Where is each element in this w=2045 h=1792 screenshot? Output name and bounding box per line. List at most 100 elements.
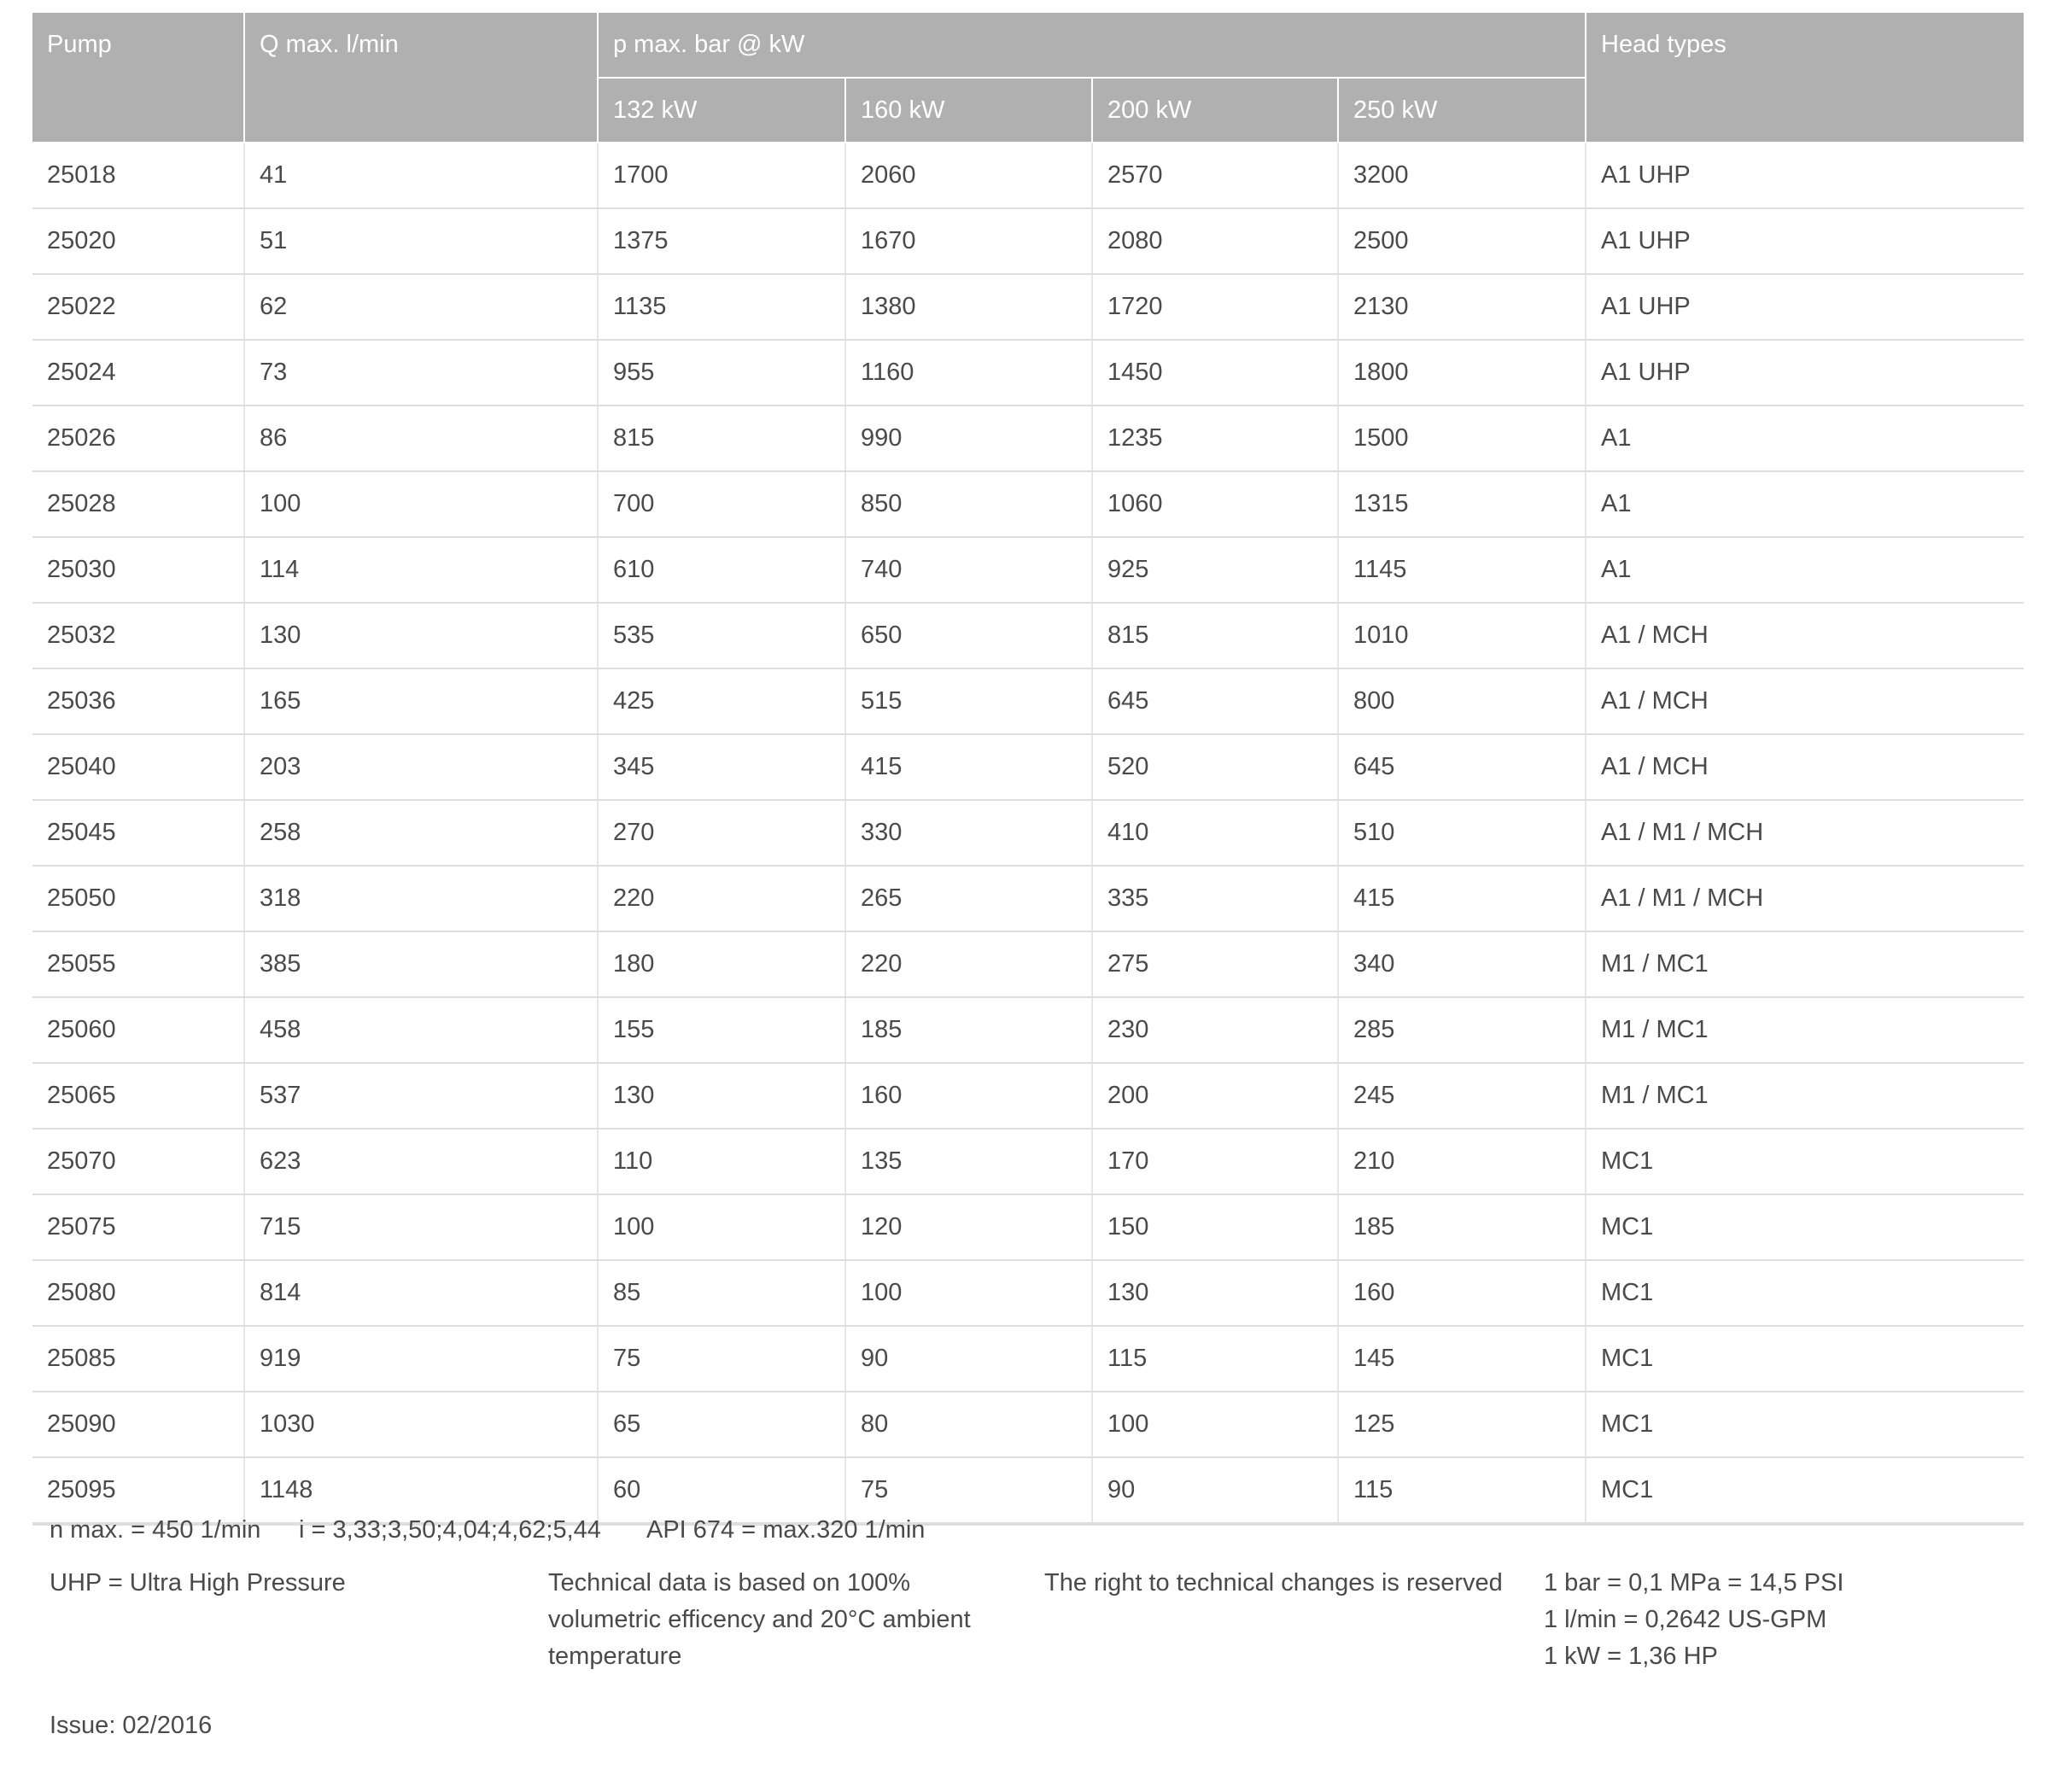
cell-head-types: A1 / MCH — [1585, 668, 2024, 735]
cell-q-max: 51 — [243, 208, 598, 275]
cell-p-250kw: 3200 — [1337, 143, 1586, 209]
pump-data-table: Pump Q max. l/min p max. bar @ kW Head t… — [32, 13, 2024, 1526]
cell-p-200kw: 1450 — [1091, 340, 1338, 406]
cell-q-max: 130 — [243, 603, 598, 669]
cell-p-160kw: 90 — [844, 1326, 1092, 1392]
cell-pump: 25020 — [32, 208, 244, 275]
cell-p-200kw: 815 — [1091, 603, 1338, 669]
footer-n-max: n max. = 450 1/min — [50, 1516, 261, 1544]
cell-head-types: M1 / MC1 — [1585, 997, 2024, 1064]
cell-p-160kw: 160 — [844, 1063, 1092, 1129]
cell-q-max: 165 — [243, 668, 598, 735]
cell-p-250kw: 1010 — [1337, 603, 1586, 669]
cell-p-160kw: 330 — [844, 800, 1092, 867]
cell-p-250kw: 340 — [1337, 931, 1586, 998]
cell-p-250kw: 285 — [1337, 997, 1586, 1064]
table-row: 25070 623 110 135 170 210 MC1 — [32, 1129, 2024, 1195]
cell-p-160kw: 650 — [844, 603, 1092, 669]
cell-q-max: 537 — [243, 1063, 598, 1129]
cell-pump: 25026 — [32, 406, 244, 472]
cell-pump: 25045 — [32, 800, 244, 867]
header-p-max: p max. bar @ kW — [597, 13, 1586, 79]
footer-conversions: 1 bar = 0,1 MPa = 14,5 PSI 1 l/min = 0,2… — [1544, 1565, 1843, 1675]
footer-issue: Issue: 02/2016 — [50, 1712, 213, 1739]
cell-q-max: 100 — [243, 471, 598, 538]
cell-head-types: A1 — [1585, 406, 2024, 472]
cell-q-max: 715 — [243, 1194, 598, 1261]
cell-p-132kw: 535 — [597, 603, 845, 669]
footer-uhp-note: UHP = Ultra High Pressure — [50, 1569, 346, 1596]
cell-p-132kw: 345 — [597, 734, 845, 801]
cell-q-max: 73 — [243, 340, 598, 406]
cell-p-200kw: 1235 — [1091, 406, 1338, 472]
header-q-max: Q max. l/min — [243, 13, 599, 143]
cell-pump: 25065 — [32, 1063, 244, 1129]
cell-p-132kw: 425 — [597, 668, 845, 735]
cell-p-160kw: 80 — [844, 1392, 1092, 1458]
cell-pump: 25060 — [32, 997, 244, 1064]
cell-p-160kw: 1160 — [844, 340, 1092, 406]
header-200kw: 200 kW — [1091, 78, 1339, 143]
technical-data-line: Technical data is based on 100% — [548, 1569, 911, 1596]
cell-p-132kw: 270 — [597, 800, 845, 867]
cell-p-200kw: 200 — [1091, 1063, 1338, 1129]
table-row: 25075 715 100 120 150 185 MC1 — [32, 1194, 2024, 1261]
cell-head-types: A1 / MCH — [1585, 603, 2024, 669]
table-row: 25024 73 955 1160 1450 1800 A1 UHP — [32, 340, 2024, 406]
cell-q-max: 62 — [243, 274, 598, 341]
cell-q-max: 86 — [243, 406, 598, 472]
cell-p-160kw: 740 — [844, 537, 1092, 604]
cell-p-200kw: 170 — [1091, 1129, 1338, 1195]
cell-q-max: 318 — [243, 866, 598, 932]
cell-p-132kw: 65 — [597, 1392, 845, 1458]
cell-p-200kw: 275 — [1091, 931, 1338, 998]
cell-p-250kw: 115 — [1337, 1457, 1586, 1526]
header-160kw: 160 kW — [844, 78, 1093, 143]
cell-p-250kw: 1315 — [1337, 471, 1586, 538]
cell-p-132kw: 75 — [597, 1326, 845, 1392]
table-row: 25030 114 610 740 925 1145 A1 — [32, 537, 2024, 604]
cell-pump: 25022 — [32, 274, 244, 341]
footer-rights: The right to technical changes is reserv… — [1044, 1569, 1503, 1596]
header-head-types: Head types — [1585, 13, 2024, 143]
cell-p-250kw: 2130 — [1337, 274, 1586, 341]
table-row: 25020 51 1375 1670 2080 2500 A1 UHP — [32, 208, 2024, 275]
cell-head-types: A1 UHP — [1585, 274, 2024, 341]
cell-p-200kw: 410 — [1091, 800, 1338, 867]
table-row: 25022 62 1135 1380 1720 2130 A1 UHP — [32, 274, 2024, 341]
cell-pump: 25024 — [32, 340, 244, 406]
cell-p-160kw: 1670 — [844, 208, 1092, 275]
cell-q-max: 385 — [243, 931, 598, 998]
cell-p-250kw: 800 — [1337, 668, 1586, 735]
cell-p-132kw: 610 — [597, 537, 845, 604]
cell-head-types: A1 / M1 / MCH — [1585, 866, 2024, 932]
cell-head-types: A1 UHP — [1585, 143, 2024, 209]
cell-p-132kw: 130 — [597, 1063, 845, 1129]
cell-p-250kw: 1145 — [1337, 537, 1586, 604]
header-pump: Pump — [32, 13, 245, 143]
cell-pump: 25036 — [32, 668, 244, 735]
cell-p-132kw: 700 — [597, 471, 845, 538]
table-row: 25040 203 345 415 520 645 A1 / MCH — [32, 734, 2024, 801]
cell-head-types: A1 — [1585, 537, 2024, 604]
cell-p-250kw: 185 — [1337, 1194, 1586, 1261]
cell-p-132kw: 815 — [597, 406, 845, 472]
cell-p-132kw: 180 — [597, 931, 845, 998]
technical-data-line: temperature — [548, 1643, 682, 1670]
cell-p-132kw: 110 — [597, 1129, 845, 1195]
cell-p-132kw: 1375 — [597, 208, 845, 275]
cell-q-max: 258 — [243, 800, 598, 867]
table-row: 25036 165 425 515 645 800 A1 / MCH — [32, 668, 2024, 735]
cell-p-250kw: 125 — [1337, 1392, 1586, 1458]
cell-p-160kw: 220 — [844, 931, 1092, 998]
cell-p-200kw: 115 — [1091, 1326, 1338, 1392]
cell-pump: 25018 — [32, 143, 244, 209]
cell-p-250kw: 145 — [1337, 1326, 1586, 1392]
cell-pump: 25080 — [32, 1260, 244, 1327]
cell-p-132kw: 85 — [597, 1260, 845, 1327]
cell-p-160kw: 135 — [844, 1129, 1092, 1195]
cell-pump: 25040 — [32, 734, 244, 801]
table-row: 25050 318 220 265 335 415 A1 / M1 / MCH — [32, 866, 2024, 932]
table-row: 25090 1030 65 80 100 125 MC1 — [32, 1392, 2024, 1458]
conversion-line: 1 bar = 0,1 MPa = 14,5 PSI — [1544, 1569, 1844, 1596]
